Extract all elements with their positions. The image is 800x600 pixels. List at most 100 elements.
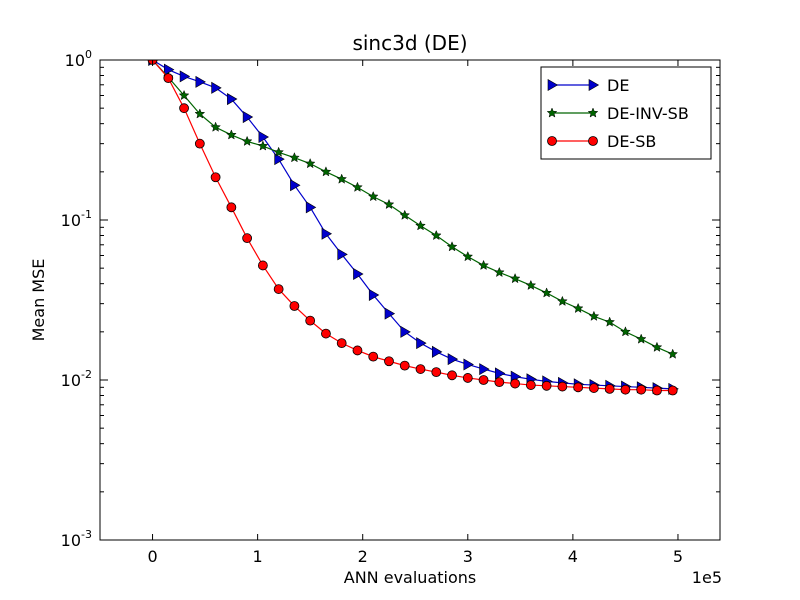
data-point-de-inv-sb xyxy=(399,209,411,220)
data-point-de xyxy=(416,337,427,350)
data-point-de-inv-sb xyxy=(336,173,348,184)
data-point-de-sb xyxy=(620,384,631,395)
data-point-de-sb xyxy=(352,345,363,356)
data-point-de-sb xyxy=(510,378,520,389)
legend-label-de: DE xyxy=(607,76,629,95)
data-point-de-sb xyxy=(163,73,174,84)
data-point-de xyxy=(495,367,506,380)
data-point-de xyxy=(258,131,269,144)
data-point-de-sb xyxy=(604,383,615,394)
data-point-de-inv-sb xyxy=(478,259,489,271)
x-tick-label: 2 xyxy=(358,547,368,566)
data-point-de-inv-sb xyxy=(588,310,600,321)
data-point-de-sb xyxy=(636,384,647,395)
x-axis-label: ANN evaluations xyxy=(344,568,476,587)
data-point-de xyxy=(211,81,222,94)
data-point-de-sb xyxy=(541,380,552,391)
data-point-de-sb xyxy=(305,315,316,326)
data-point-de-inv-sb xyxy=(289,152,300,163)
legend-marker-de-inv-sb xyxy=(587,107,599,118)
legend-marker-de xyxy=(547,78,559,92)
y-tick-label-base: 10 xyxy=(61,211,81,230)
data-point-de xyxy=(337,248,348,261)
legend-marker-de xyxy=(588,78,600,92)
legend: DE DE-INV-SB DE-SB xyxy=(540,66,712,160)
data-point-de xyxy=(463,358,474,371)
data-point-de-inv-sb xyxy=(415,220,426,231)
series-line-de xyxy=(152,60,673,390)
x-tick-label: 5 xyxy=(673,547,683,566)
y-axis-label: Mean MSE xyxy=(29,259,48,342)
data-point-de-sb xyxy=(667,385,678,396)
data-point-de-inv-sb xyxy=(273,146,285,157)
legend-marker-de-sb xyxy=(547,136,557,146)
data-point-de-inv-sb xyxy=(430,229,442,241)
data-point-de-sb xyxy=(415,364,426,374)
data-point-de-inv-sb xyxy=(493,266,505,278)
data-point-de-inv-sb xyxy=(525,279,537,291)
data-point-de xyxy=(195,75,206,88)
data-point-de xyxy=(227,93,238,106)
data-point-de xyxy=(384,307,396,320)
data-point-de-inv-sb xyxy=(446,241,458,252)
data-point-de-inv-sb xyxy=(383,198,395,210)
y-tick-label-exponent: -2 xyxy=(81,368,92,381)
data-point-de-inv-sb xyxy=(572,302,584,314)
data-point-de-sb xyxy=(494,377,505,388)
data-point-de-inv-sb xyxy=(241,135,253,146)
data-point-de-inv-sb xyxy=(210,121,221,132)
data-point-de-inv-sb xyxy=(462,250,474,262)
data-point-de-inv-sb xyxy=(509,272,521,284)
y-tick-label-base: 10 xyxy=(61,371,81,390)
y-tick-label: 10-3 xyxy=(61,528,92,550)
y-tick-label-exponent: -3 xyxy=(81,528,92,541)
data-point-de-sb xyxy=(226,202,237,213)
data-point-de-inv-sb xyxy=(367,190,379,202)
y-tick-label-base: 10 xyxy=(65,51,85,70)
data-point-de-inv-sb xyxy=(667,348,679,359)
y-tick-label-exponent: 0 xyxy=(85,48,92,61)
data-point-de-sb xyxy=(194,138,205,149)
data-point-de-inv-sb xyxy=(604,316,616,327)
data-point-de-sb xyxy=(179,103,189,114)
data-point-de-inv-sb xyxy=(178,89,190,101)
data-point-de xyxy=(179,70,191,83)
y-tick-label-base: 10 xyxy=(61,531,81,550)
data-point-de-sb xyxy=(399,360,410,371)
data-point-de-inv-sb xyxy=(635,333,647,344)
x-tick-label: 0 xyxy=(147,547,157,566)
chart-title: sinc3d (DE) xyxy=(352,31,467,55)
data-point-de-inv-sb xyxy=(541,287,553,298)
data-point-de-sb xyxy=(336,338,347,349)
data-point-de-sb xyxy=(210,172,221,183)
data-point-de-sb xyxy=(462,373,473,383)
data-point-de-sb xyxy=(478,375,489,385)
x-axis-offset-label: 1e5 xyxy=(692,568,722,587)
legend-label-de-inv-sb: DE-INV-SB xyxy=(607,104,689,123)
data-point-de xyxy=(290,179,301,192)
series-de-sb xyxy=(147,60,678,396)
data-point-de-inv-sb xyxy=(257,140,269,151)
data-point-de xyxy=(368,288,380,301)
data-point-de xyxy=(274,153,285,166)
data-point-de-inv-sb xyxy=(320,166,332,177)
series-line-de-sb xyxy=(152,60,673,392)
data-point-de-sb xyxy=(431,367,442,378)
data-point-de-inv-sb xyxy=(651,341,663,352)
data-point-de xyxy=(321,227,333,240)
data-point-de-sb xyxy=(257,260,268,271)
data-point-de-sb xyxy=(447,370,457,381)
x-tick-label: 4 xyxy=(568,547,578,566)
data-point-de-inv-sb xyxy=(352,181,363,192)
y-tick-label: 100 xyxy=(65,48,92,70)
data-point-de xyxy=(447,353,459,366)
data-point-de-sb xyxy=(573,382,584,393)
data-point-de xyxy=(242,111,254,124)
data-point-de xyxy=(353,267,364,280)
x-tick-label: 3 xyxy=(463,547,473,566)
legend-marker-de-inv-sb xyxy=(546,107,558,118)
data-point-de-sb xyxy=(588,383,599,393)
series-line-de-inv-sb xyxy=(152,60,673,355)
legend-marker-de-sb xyxy=(588,136,598,146)
